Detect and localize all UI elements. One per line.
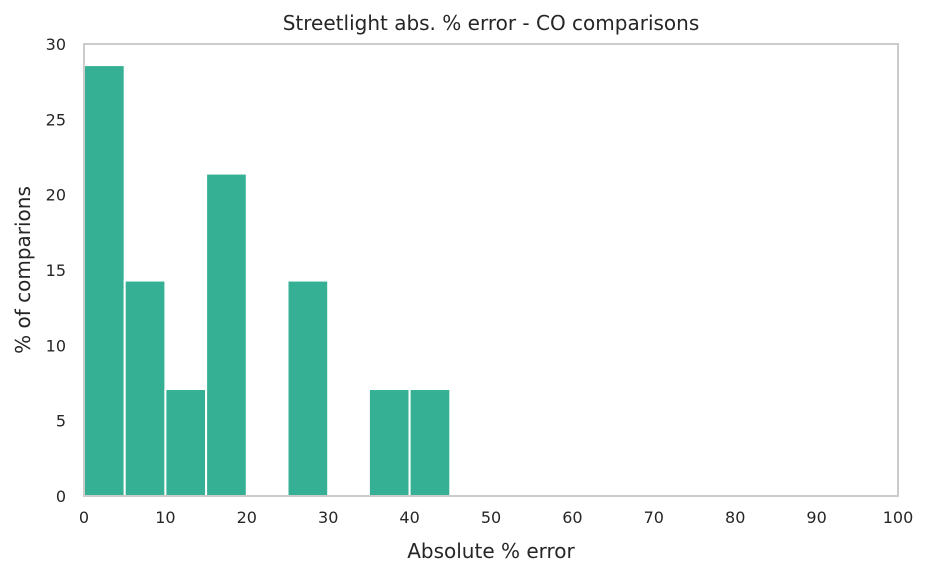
x-tick-label: 80 xyxy=(725,508,745,527)
x-tick-label: 40 xyxy=(399,508,419,527)
histogram-bar-10-15 xyxy=(164,388,208,498)
y-tick-label: 20 xyxy=(46,186,66,205)
y-tick-label: 30 xyxy=(46,35,66,54)
x-tick-label: 100 xyxy=(883,508,914,527)
chart-title: Streetlight abs. % error - CO comparison… xyxy=(283,11,700,35)
histogram-bar-0-5 xyxy=(83,64,126,498)
y-axis-ticks: 0 5 10 15 20 25 30 xyxy=(46,35,66,506)
x-axis-ticks: 0 10 20 30 40 50 60 70 80 90 100 xyxy=(79,508,913,527)
histogram-bar-15-20 xyxy=(205,172,248,497)
y-tick-label: 25 xyxy=(46,110,66,129)
x-tick-label: 60 xyxy=(562,508,582,527)
histogram-bar-35-40 xyxy=(367,388,411,498)
histogram-bar-5-10 xyxy=(123,279,167,497)
x-tick-label: 90 xyxy=(806,508,826,527)
y-tick-label: 5 xyxy=(56,412,66,431)
y-tick-label: 10 xyxy=(46,336,66,355)
y-axis-label: % of comparions xyxy=(11,186,35,354)
x-axis-label: Absolute % error xyxy=(407,539,575,563)
x-tick-label: 20 xyxy=(237,508,257,527)
x-tick-label: 30 xyxy=(318,508,338,527)
x-tick-label: 50 xyxy=(481,508,501,527)
y-tick-label: 15 xyxy=(46,261,66,280)
histogram-bar-40-45 xyxy=(408,388,452,498)
x-tick-label: 70 xyxy=(644,508,664,527)
y-tick-label: 0 xyxy=(56,487,66,506)
plot-frame xyxy=(83,43,899,497)
x-tick-label: 0 xyxy=(79,508,89,527)
bars xyxy=(83,64,452,498)
x-tick-label: 10 xyxy=(155,508,175,527)
histogram-bar-25-30 xyxy=(286,279,330,497)
